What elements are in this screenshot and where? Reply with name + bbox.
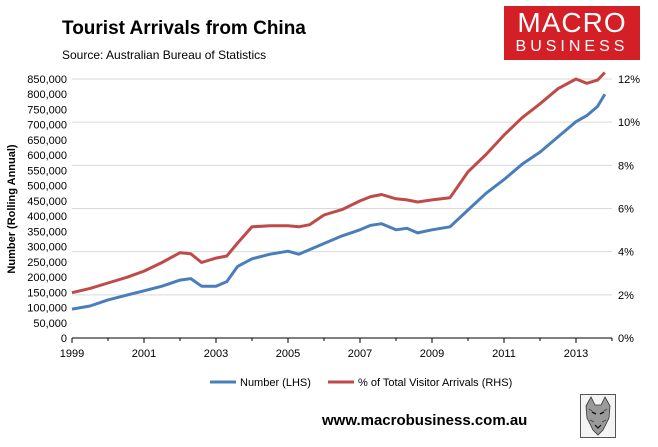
macrobusiness-logo: MACRO BUSINESS	[504, 6, 640, 60]
y-tick-label: 200,000	[27, 272, 67, 284]
y-tick-label: 350,000	[27, 226, 67, 238]
chart-title: Tourist Arrivals from China	[62, 18, 306, 39]
x-tick-label: 2007	[348, 348, 372, 360]
y2-tick-label: 4%	[618, 247, 634, 259]
y-tick-label: 800,000	[27, 89, 67, 101]
y2-tick-label: 2%	[618, 290, 634, 302]
y2-tick-label: 12%	[618, 74, 640, 86]
y-tick-label: 50,000	[33, 318, 67, 330]
y-tick-label: 250,000	[27, 257, 67, 269]
footer-url: www.macrobusiness.com.au	[322, 412, 528, 429]
logo-line-1: MACRO	[517, 7, 627, 38]
y-axis-title: Number (Rolling Annual)	[6, 144, 18, 273]
y2-tick-label: 0%	[618, 333, 634, 345]
x-tick-label: 1999	[60, 348, 84, 360]
y-tick-label: 700,000	[27, 120, 67, 132]
y-tick-label: 650,000	[27, 135, 67, 147]
x-tick-label: 2013	[564, 348, 588, 360]
y2-tick-label: 10%	[618, 117, 640, 129]
y-tick-label: 150,000	[27, 287, 67, 299]
y2-tick-label: 6%	[618, 204, 634, 216]
left-axis-ticks: 850,000 800,000 750,000 700,000 650,000 600,0…	[27, 74, 67, 345]
legend: Number (LHS) % of Total Visitor Arrivals…	[210, 377, 512, 389]
x-tick-label: 2011	[492, 348, 516, 360]
y2-tick-label: 8%	[618, 160, 634, 172]
x-tick-label: 2003	[204, 348, 228, 360]
series-number-line	[71, 93, 607, 311]
wolf-logo-icon	[580, 394, 616, 438]
x-axis-ticks: 1999 2001 2003 2005 2007 2009 2011 2013	[60, 338, 613, 360]
x-tick-label: 2009	[420, 348, 444, 360]
y-tick-label: 0	[61, 333, 67, 345]
x-tick-label: 2001	[132, 348, 156, 360]
y-tick-label: 500,000	[27, 181, 67, 193]
y-tick-label: 550,000	[27, 165, 67, 177]
chart-source: Source: Australian Bureau of Statistics	[62, 48, 267, 62]
y-tick-label: 600,000	[27, 150, 67, 162]
y-tick-label: 750,000	[27, 104, 67, 116]
y-tick-label: 400,000	[27, 211, 67, 223]
legend-number-label: Number (LHS)	[240, 377, 311, 389]
series-percent-line	[71, 71, 606, 295]
y-tick-label: 850,000	[27, 74, 67, 86]
y-tick-label: 300,000	[27, 242, 67, 254]
logo-line-2: BUSINESS	[515, 38, 629, 55]
y-tick-label: 450,000	[27, 196, 67, 208]
right-axis-ticks: 12% 10% 8% 6% 4% 2% 0%	[618, 74, 640, 345]
legend-percent-label: % of Total Visitor Arrivals (RHS)	[358, 377, 512, 389]
y-tick-label: 100,000	[27, 303, 67, 315]
x-tick-label: 2005	[276, 348, 300, 360]
